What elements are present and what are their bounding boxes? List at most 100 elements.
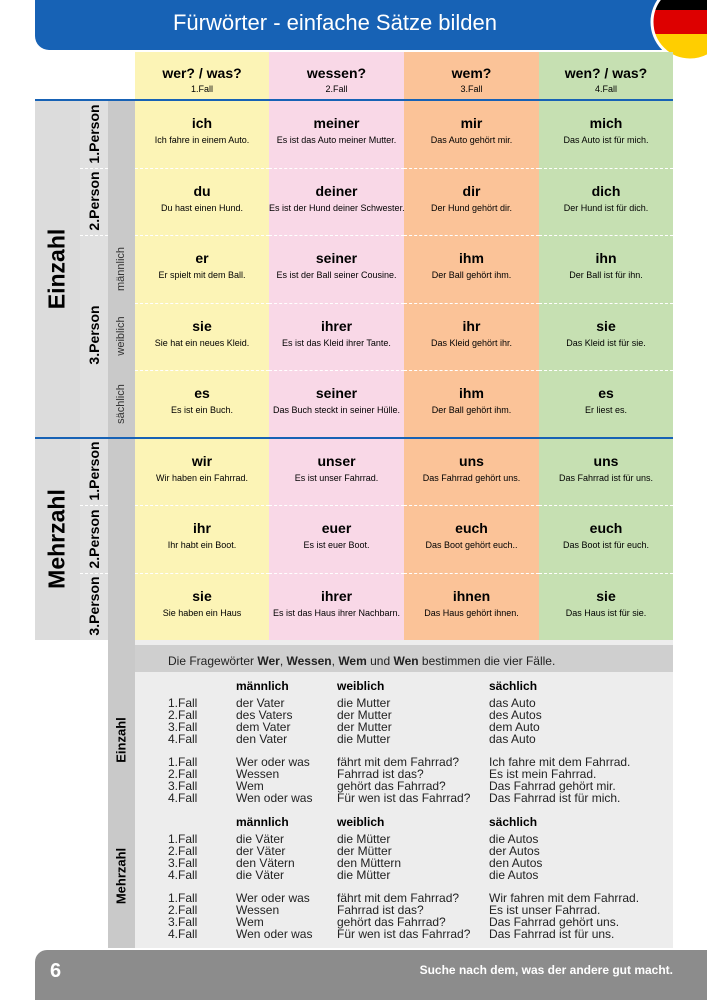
cell — [135, 100, 269, 168]
declension-text: Ich fahre mit dem Fahrrad. — [489, 755, 631, 769]
declension-text: 2.Fall — [168, 767, 198, 781]
pronoun: mich — [589, 115, 623, 131]
pronoun: seiner — [315, 250, 358, 266]
cell — [404, 235, 539, 303]
gender-cell — [108, 572, 135, 640]
declension-text: die Mutter — [337, 732, 391, 746]
declension-text: der Väter — [236, 844, 286, 858]
example: Der Ball gehört ihm. — [431, 270, 512, 280]
declension-text: 2.Fall — [168, 708, 198, 722]
cell — [269, 100, 404, 168]
pronoun: ihr — [193, 520, 211, 536]
example: Du hast einen Hund. — [160, 202, 244, 213]
cell — [539, 370, 673, 438]
header-bar — [35, 0, 707, 50]
declension-text: den Vater — [236, 732, 288, 746]
cell — [269, 572, 404, 640]
group-label: Einzahl — [43, 228, 70, 310]
declension-text: dem Auto — [489, 720, 540, 734]
pronoun: dir — [462, 182, 481, 199]
gender-cell — [108, 302, 135, 370]
declension-text: Wer oder was — [236, 755, 310, 769]
declension-text: Wer oder was — [236, 891, 310, 905]
pronoun: sie — [596, 587, 616, 604]
declension-text: 3.Fall — [168, 915, 198, 929]
pronoun: sie — [596, 317, 616, 334]
example: Es ist das Haus ihrer Nachbarn. — [272, 607, 401, 618]
gender-cell — [108, 167, 135, 235]
pronoun: ihm — [459, 385, 484, 401]
person-label: 2.Person — [86, 171, 102, 231]
declension-text: der Vater — [236, 696, 285, 710]
example: Das Auto gehört mir. — [430, 135, 513, 145]
declension-text: Wir fahren mit dem Fahrrad. — [489, 891, 640, 905]
declension-text: die Mütter — [337, 868, 391, 882]
example: Es ist der Hund deiner Schwester. — [269, 202, 405, 213]
example: Es ist unser Fahrrad. — [294, 472, 379, 483]
gender-label: weiblich — [115, 316, 127, 356]
intro-text: , — [331, 654, 339, 668]
example: Der Ball ist für ihn. — [569, 270, 643, 280]
gender-header: männlich — [236, 679, 289, 693]
divider — [35, 99, 673, 101]
declension-text: fährt mit dem Fahrrad? — [337, 755, 460, 769]
example: Ich fahre in einem Auto. — [154, 135, 250, 145]
person-label: 2.Person — [86, 509, 102, 569]
pronoun: euch — [589, 520, 623, 536]
declension-text: 3.Fall — [168, 856, 198, 870]
cell — [539, 100, 673, 168]
example: Das Haus gehört ihnen. — [424, 607, 519, 618]
cell — [135, 437, 269, 505]
declension-text: die Autos — [489, 832, 539, 846]
cell — [269, 437, 404, 505]
intro-bold: Wem — [338, 654, 367, 668]
intro: Die Fragewörter Wer, Wessen, Wem und Wen… — [168, 654, 555, 668]
intro-text: , — [279, 654, 287, 668]
declension-text: die Väter — [236, 832, 285, 846]
pronoun: sie — [192, 317, 212, 334]
pronoun: er — [195, 250, 209, 266]
gender-label: männlich — [115, 246, 127, 291]
declension-text: 2.Fall — [168, 844, 198, 858]
declension-text: das Auto — [489, 696, 536, 710]
declension-text: 4.Fall — [168, 732, 198, 746]
gender-header: weiblich — [337, 679, 385, 693]
declension-text: 4.Fall — [168, 791, 198, 805]
pronoun: sie — [192, 587, 212, 604]
case: 1.Fall — [190, 84, 213, 94]
example: Sie haben ein Haus — [162, 607, 242, 618]
example: Der Ball gehört ihm. — [431, 405, 512, 415]
gender-label: sächlich — [115, 383, 127, 424]
pronoun: ihn — [595, 250, 617, 266]
group-cell — [35, 437, 80, 640]
cell — [404, 167, 539, 235]
person-cell — [80, 437, 108, 505]
pronoun: deiner — [315, 182, 358, 199]
question: wem? — [451, 65, 492, 81]
declension-text: Fahrrad ist das? — [337, 903, 424, 917]
declension-text: den Autos — [489, 856, 543, 870]
declension-text: Das Fahrrad ist für uns. — [489, 927, 615, 941]
person-label: 3.Person — [86, 305, 102, 365]
example: Der Hund gehört dir. — [430, 202, 513, 213]
declension-text: 1.Fall — [168, 755, 198, 769]
pronoun: uns — [593, 452, 619, 469]
declension-text: Wessen — [236, 767, 280, 781]
bottom-panel — [108, 640, 673, 948]
declension-text: die Väter — [236, 868, 285, 882]
case: 2.Fall — [325, 84, 348, 94]
example: Ihr habt ein Boot. — [167, 540, 237, 550]
pronoun: du — [193, 182, 211, 199]
cell — [404, 370, 539, 438]
section-label: Mehrzahl — [113, 847, 129, 905]
declension-text: Wessen — [236, 903, 280, 917]
cell — [539, 437, 673, 505]
person-label: 3.Person — [86, 576, 102, 636]
cell — [135, 370, 269, 438]
question: wer? / was? — [162, 65, 242, 81]
pronoun: ihr — [462, 317, 481, 334]
flag — [650, 0, 707, 62]
declension-text: der Autos — [489, 844, 540, 858]
example: Es ist ein Buch. — [170, 405, 234, 415]
